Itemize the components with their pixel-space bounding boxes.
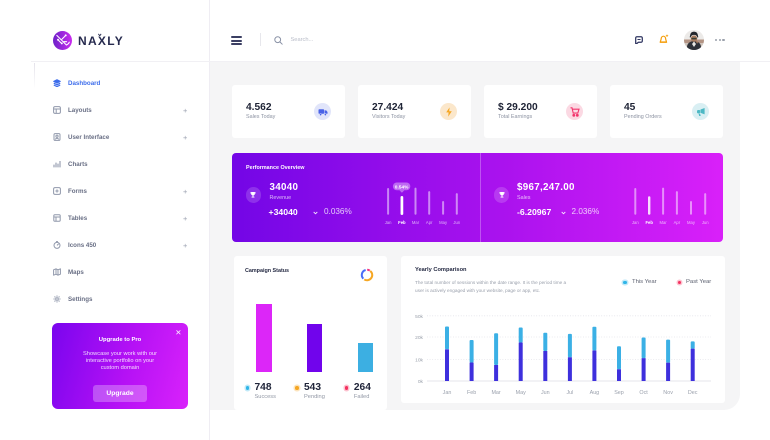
svg-text:Jun: Jun: [702, 220, 709, 225]
svg-text:Jan: Jan: [443, 390, 452, 396]
svg-text:Feb: Feb: [398, 220, 406, 225]
svg-text:Feb: Feb: [467, 390, 476, 396]
svg-text:Aug: Aug: [590, 390, 600, 396]
svg-text:Jan: Jan: [385, 220, 392, 225]
svg-text:Nov: Nov: [663, 390, 673, 396]
svg-text:Apr: Apr: [426, 220, 433, 225]
svg-text:50k: 50k: [415, 314, 423, 320]
svg-text:Mar: Mar: [412, 220, 420, 225]
svg-text:Apr: Apr: [674, 220, 681, 225]
svg-text:May: May: [516, 390, 526, 396]
svg-text:0.54%: 0.54%: [395, 184, 409, 190]
svg-text:Jun: Jun: [541, 390, 550, 396]
svg-text:Jun: Jun: [453, 220, 460, 225]
svg-text:Jul: Jul: [566, 390, 573, 396]
svg-text:Sep: Sep: [614, 390, 624, 396]
svg-text:Oct: Oct: [639, 390, 648, 396]
svg-text:Mar: Mar: [491, 390, 500, 396]
svg-text:Dec: Dec: [688, 390, 698, 396]
svg-text:Jan: Jan: [632, 220, 639, 225]
svg-text:Mar: Mar: [659, 220, 667, 225]
svg-text:20k: 20k: [415, 335, 423, 341]
svg-text:May: May: [439, 220, 448, 225]
svg-text:May: May: [687, 220, 696, 225]
svg-text:Feb: Feb: [645, 220, 653, 225]
svg-text:10k: 10k: [415, 358, 423, 364]
svg-text:0k: 0k: [418, 379, 424, 385]
